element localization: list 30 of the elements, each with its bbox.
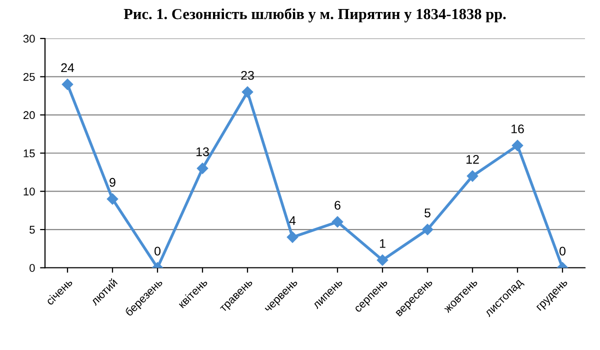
point: [512, 140, 524, 152]
y-tick-label: 15: [24, 150, 35, 158]
data-label: 24: [61, 63, 74, 72]
point: [422, 224, 434, 236]
point: [286, 232, 298, 243]
y-tick-label: 10: [24, 188, 35, 196]
y-tick-label: 20: [23, 111, 35, 120]
data-label: 13: [196, 147, 209, 156]
point: [106, 193, 118, 205]
data-label: 0: [154, 246, 160, 256]
data-label: 1: [380, 239, 386, 248]
data-label: 23: [241, 70, 254, 80]
data-label: 4: [289, 216, 296, 225]
y-tick-label: 25: [23, 72, 35, 81]
point: [466, 170, 478, 182]
data-label: 9: [110, 178, 116, 187]
data-label: 12: [466, 155, 479, 164]
chart-title: Рис. 1. Сезонність шлюбів у м. Пирятин у 1834-1838 рр.: [124, 8, 506, 22]
point: [196, 162, 208, 174]
data-label: 16: [512, 124, 524, 134]
data-label: 0: [560, 246, 566, 256]
point: [242, 86, 254, 98]
point: [376, 254, 388, 266]
y-tick-label: 5: [30, 226, 35, 234]
y-tick-label: 0: [30, 264, 35, 272]
y-tick-label: 30: [23, 34, 35, 43]
data-label: 6: [334, 200, 340, 210]
point: [332, 216, 344, 228]
point: [62, 78, 74, 90]
data-label: 5: [424, 208, 430, 218]
